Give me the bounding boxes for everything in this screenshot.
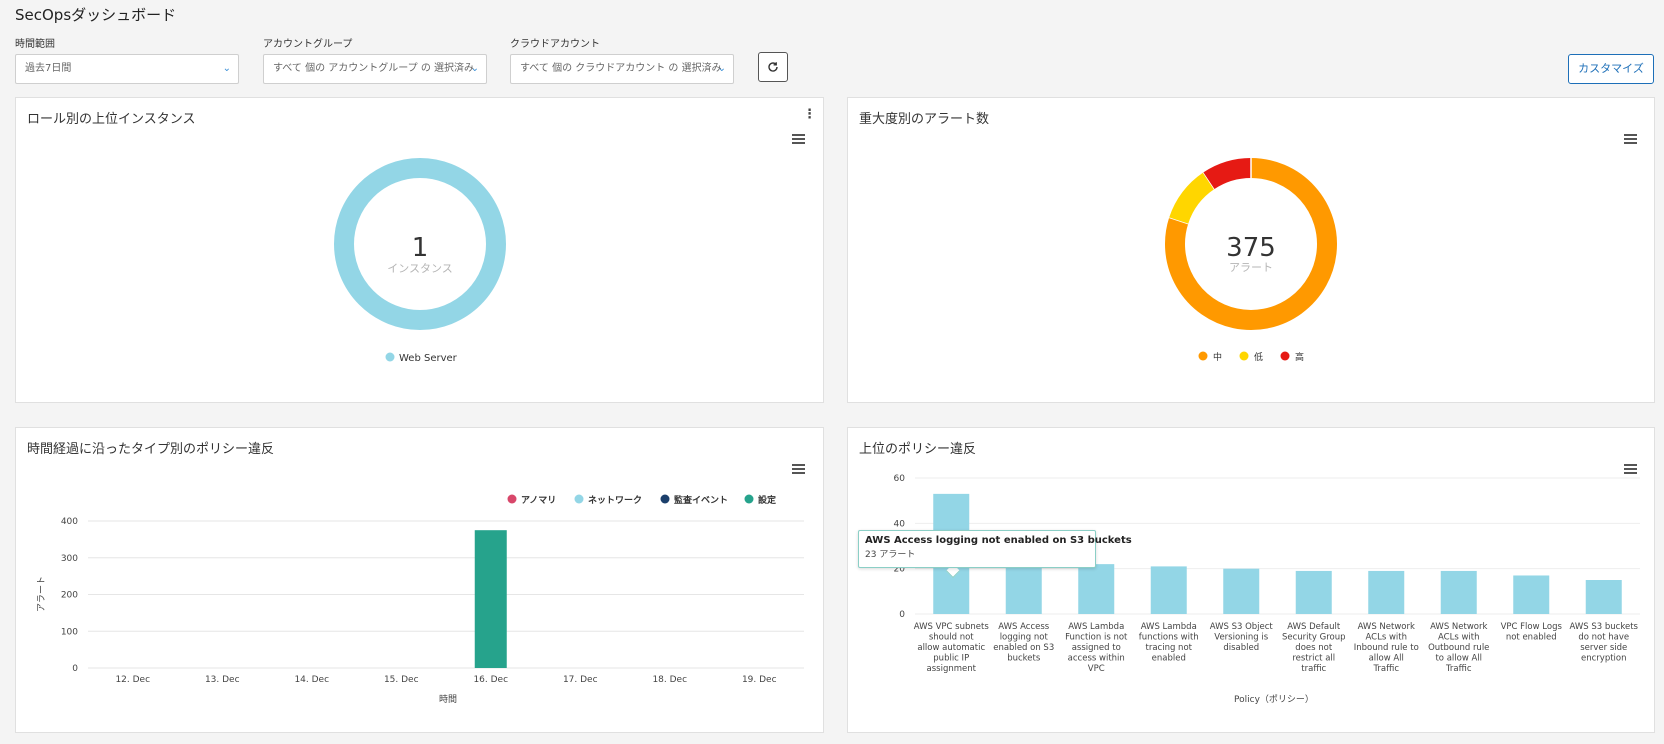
bar [474, 530, 507, 668]
x-tick-label: AWS S3 Object Versioning is disabled [1210, 622, 1274, 653]
bar [1585, 580, 1622, 614]
bar [1368, 570, 1405, 614]
account-group-value: すべて 個の アカウントグループ の 選択済み [273, 63, 475, 74]
bar [1223, 568, 1260, 614]
x-tick-label: 12. Dec [115, 675, 150, 685]
legend-marker [1280, 351, 1290, 361]
legend-label: 中 [1213, 351, 1222, 363]
time-range-label: 時間範囲 [15, 39, 55, 50]
chevron-down-icon: ⌄ [470, 63, 479, 74]
x-axis-title: 時間 [439, 694, 457, 705]
x-tick-label: AWS Lambda Function is not assigned to acce… [1065, 622, 1128, 674]
x-tick-label: 15. Dec [384, 675, 419, 685]
cloud-account-label: クラウドアカウント [510, 39, 600, 50]
legend-marker [385, 352, 395, 362]
chevron-down-icon: ⌄ [717, 63, 726, 74]
center-value: 1 [412, 233, 429, 263]
legend-label: 低 [1254, 351, 1263, 363]
refresh-icon [768, 62, 778, 72]
center-value: 375 [1226, 233, 1276, 263]
x-tick-label: VPC Flow Logs not enabled [1501, 622, 1563, 643]
violations-over-time-panel: 時間経過に沿ったタイプ別のポリシー違反 [15, 427, 824, 733]
x-tick-label: AWS Network ACLs with Outbound rule to allo… [1428, 622, 1489, 674]
legend-label: ネットワーク [588, 495, 642, 506]
legend-label: Web Server [399, 353, 458, 364]
x-tick-label: 16. Dec [473, 675, 508, 685]
legend-marker [660, 494, 670, 504]
x-tick-label: AWS Default Security Group does not restric… [1282, 622, 1345, 674]
center-label: アラート [1229, 261, 1273, 274]
panel-title: 重大度別のアラート数 [859, 112, 990, 127]
top-instances-panel: ロール別の上位インスタンス ⋮ [15, 97, 824, 403]
cloud-account-select[interactable]: すべて 個の クラウドアカウント の 選択済み ⌄ [510, 54, 734, 84]
chart-menu-icon[interactable] [792, 134, 805, 144]
legend-marker [574, 494, 584, 504]
x-tick-label: AWS S3 buckets do not have server side encr… [1570, 622, 1639, 664]
panel-title: 上位のポリシー違反 [859, 442, 977, 457]
x-tick-label: 19. Dec [742, 675, 777, 685]
medium-slice [1165, 158, 1337, 330]
time-range-select[interactable]: 過去7日間 ⌄ [15, 54, 239, 84]
tooltip-title: AWS Access logging not enabled on S3 buc… [865, 535, 1132, 546]
bar [1150, 566, 1187, 614]
y-tick-label: 20 [894, 565, 906, 575]
panel-title: ロール別の上位インスタンス [27, 112, 196, 127]
bar [1295, 570, 1332, 614]
x-axis-title: Policy（ポリシー） [1234, 694, 1314, 705]
cloud-account-value: すべて 個の クラウドアカウント の 選択済み [520, 63, 722, 74]
y-tick-label: 60 [894, 474, 906, 484]
web-server-slice [334, 158, 506, 330]
high-slice [1203, 158, 1252, 190]
account-group-label: アカウントグループ [263, 39, 353, 50]
y-tick-label: 0 [899, 610, 905, 620]
chart-menu-icon[interactable] [1624, 464, 1637, 474]
legend-marker [1239, 351, 1249, 361]
y-tick-label: 400 [61, 517, 78, 527]
y-tick-label: 40 [894, 519, 906, 529]
y-tick-label: 300 [61, 554, 78, 564]
legend-label: 設定 [758, 494, 777, 506]
x-tick-label: 14. Dec [294, 675, 329, 685]
x-tick-label: AWS Lambda functions with tracing not enabl… [1139, 622, 1199, 664]
refresh-button[interactable] [758, 52, 788, 82]
low-slice [1169, 172, 1215, 224]
legend-label: 監査イベント [674, 494, 728, 506]
bar [1513, 575, 1550, 614]
chart-menu-icon[interactable] [1624, 134, 1637, 144]
legend-marker [507, 494, 517, 504]
bar [1005, 561, 1042, 614]
legend-label: 高 [1295, 351, 1304, 363]
chevron-down-icon: ⌄ [222, 63, 231, 74]
legend-marker [744, 494, 754, 504]
x-tick-label: 18. Dec [652, 675, 687, 685]
x-tick-label: 13. Dec [205, 675, 240, 685]
time-range-value: 過去7日間 [25, 63, 72, 74]
page-title: SecOpsダッシュボード [15, 6, 177, 24]
more-options-icon[interactable]: ⋮ [803, 107, 816, 122]
y-axis-title: アラート [36, 576, 47, 612]
account-group-select[interactable]: すべて 個の アカウントグループ の 選択済み ⌄ [263, 54, 487, 84]
tooltip-value: 23 アラート [865, 550, 916, 560]
bar [1078, 564, 1115, 614]
x-tick-label: AWS VPC subnets should not allow automatic… [914, 622, 990, 674]
alerts-by-severity-panel: 重大度別のアラート数 [847, 97, 1655, 403]
legend-label: アノマリ [521, 495, 556, 506]
x-tick-label: 17. Dec [563, 675, 598, 685]
customize-button[interactable]: カスタマイズ [1568, 54, 1654, 84]
y-tick-label: 0 [72, 664, 78, 674]
chart-menu-icon[interactable] [792, 464, 805, 474]
bar [1440, 570, 1477, 614]
x-tick-label: AWS Access logging not enabled on S3 bucket… [993, 622, 1054, 664]
y-tick-label: 100 [61, 627, 78, 637]
chart-tooltip: AWS Access logging not enabled on S3 buc… [858, 530, 1132, 568]
x-tick-label: AWS Network ACLs with Inbound rule to allow… [1354, 622, 1419, 674]
panel-title: 時間経過に沿ったタイプ別のポリシー違反 [27, 442, 275, 457]
center-label: インスタンス [387, 262, 453, 275]
legend-marker [1198, 351, 1208, 361]
y-tick-label: 200 [61, 591, 78, 601]
